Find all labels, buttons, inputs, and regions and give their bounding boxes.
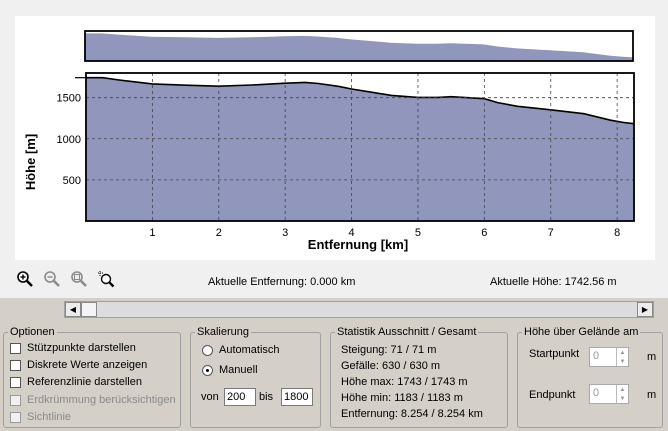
start-point-value: 0 — [593, 350, 600, 362]
radio-button[interactable] — [202, 364, 213, 376]
stat-fall: Gefälle: 630 / 630 m — [341, 360, 441, 372]
option-line-of-sight: Sichtlinie — [10, 411, 71, 423]
start-point-label: Startpunkt — [529, 348, 580, 360]
option-label: Stützpunkte darstellen — [27, 342, 136, 354]
y-axis-label: Höhe [m] — [23, 134, 38, 190]
start-point-spinner[interactable]: 0 ▲ ▼ — [589, 347, 629, 367]
option-label: Referenzlinie darstellen — [27, 376, 142, 388]
x-tick-label: 7 — [548, 227, 554, 239]
y-tick-label: 1500 — [57, 93, 81, 105]
zoom-window-icon[interactable] — [97, 270, 115, 288]
radio-manual[interactable]: Manuell — [202, 364, 258, 376]
plot-frame — [85, 72, 635, 222]
chart-panel: 1 2 3 4 5 6 7 8 500 1000 1500 Entfernung [km] Höhe… — [15, 16, 655, 260]
to-label: bis — [259, 391, 274, 403]
y-tick-label: 1000 — [57, 134, 81, 146]
checkbox[interactable] — [10, 359, 21, 371]
x-axis-label: Entfernung [km] — [308, 237, 408, 252]
spin-up-icon[interactable]: ▲ — [619, 349, 626, 356]
end-point-label: Endpunkt — [529, 389, 576, 401]
option-reference-line[interactable]: Referenzlinie darstellen — [10, 376, 142, 388]
y-tick-label: 500 — [63, 175, 81, 187]
scale-to-input[interactable]: 1800 — [281, 388, 313, 406]
overview-frame — [84, 30, 634, 62]
elevation-area — [86, 77, 634, 221]
checkbox — [10, 411, 21, 423]
stat-height-min: Höhe min: 1183 / 1183 m — [341, 392, 463, 404]
statistics-legend: Statistik Ausschnitt / Gesamt — [337, 326, 477, 338]
stat-distance: Entfernung: 8.254 / 8.254 km — [341, 408, 483, 420]
option-support-points[interactable]: Stützpunkte darstellen — [10, 342, 136, 354]
horizontal-scrollbar[interactable]: ◀ ▶ — [64, 301, 654, 318]
option-label: Sichtlinie — [27, 411, 72, 423]
start-unit-label: m — [647, 351, 657, 363]
scroll-left-icon[interactable]: ◀ — [65, 302, 81, 317]
scale-from-input[interactable]: 200 — [224, 388, 256, 406]
option-earth-curvature: Erdkrümmung berücksichtigen — [10, 394, 176, 406]
options-legend: Optionen — [10, 326, 55, 338]
end-point-spinner[interactable]: 0 ▲ ▼ — [589, 384, 629, 404]
overview-area — [85, 33, 633, 61]
spin-up-icon[interactable]: ▲ — [619, 386, 626, 393]
spin-down-icon[interactable]: ▼ — [619, 395, 626, 402]
zoom-fit-icon[interactable] — [70, 270, 88, 288]
option-label: Diskrete Werte anzeigen — [27, 359, 148, 371]
statistics-group: Statistik Ausschnitt / Gesamt — [330, 326, 508, 428]
option-label: Erdkrümmung berücksichtigen — [27, 394, 176, 406]
radio-label: Automatisch — [219, 344, 280, 356]
scroll-right-icon[interactable]: ▶ — [637, 302, 653, 317]
checkbox[interactable] — [10, 376, 21, 388]
radio-label: Manuell — [219, 364, 258, 376]
stat-height-max: Höhe max: 1743 / 1743 m — [341, 376, 468, 388]
options-group: Optionen — [3, 326, 181, 428]
current-height-text: Aktuelle Höhe: 1742.56 m — [490, 276, 617, 288]
zoom-out-icon[interactable] — [43, 270, 61, 288]
end-unit-label: m — [647, 389, 657, 401]
radio-button[interactable] — [202, 344, 213, 356]
end-point-value: 0 — [593, 387, 600, 399]
x-tick-label: 1 — [149, 227, 155, 239]
zoom-in-icon[interactable] — [16, 270, 34, 288]
x-tick-label: 8 — [614, 227, 620, 239]
terrain-height-legend: Höhe über Gelände am — [524, 326, 639, 338]
current-distance-text: Aktuelle Entfernung: 0.000 km — [208, 276, 356, 288]
elevation-profile-chart[interactable]: 1 2 3 4 5 6 7 8 500 1000 1500 Entfernung [km] Höhe… — [15, 16, 655, 260]
x-tick-label: 5 — [415, 227, 421, 239]
x-tick-label: 6 — [481, 227, 487, 239]
scrollbar-thumb[interactable] — [81, 302, 97, 317]
scaling-group: Skalierung — [190, 326, 321, 428]
x-tick-label: 3 — [282, 227, 288, 239]
radio-automatic[interactable]: Automatisch — [202, 344, 280, 356]
x-tick-label: 2 — [216, 227, 222, 239]
checkbox — [10, 394, 21, 406]
stat-rise: Steigung: 71 / 71 m — [341, 344, 437, 356]
terrain-height-group: Höhe über Gelände am — [517, 326, 663, 428]
option-discrete-values[interactable]: Diskrete Werte anzeigen — [10, 359, 147, 371]
spin-down-icon[interactable]: ▼ — [619, 358, 626, 365]
x-tick-label: 4 — [349, 227, 355, 239]
checkbox[interactable] — [10, 342, 21, 354]
from-label: von — [201, 391, 219, 403]
scaling-legend: Skalierung — [197, 326, 249, 338]
